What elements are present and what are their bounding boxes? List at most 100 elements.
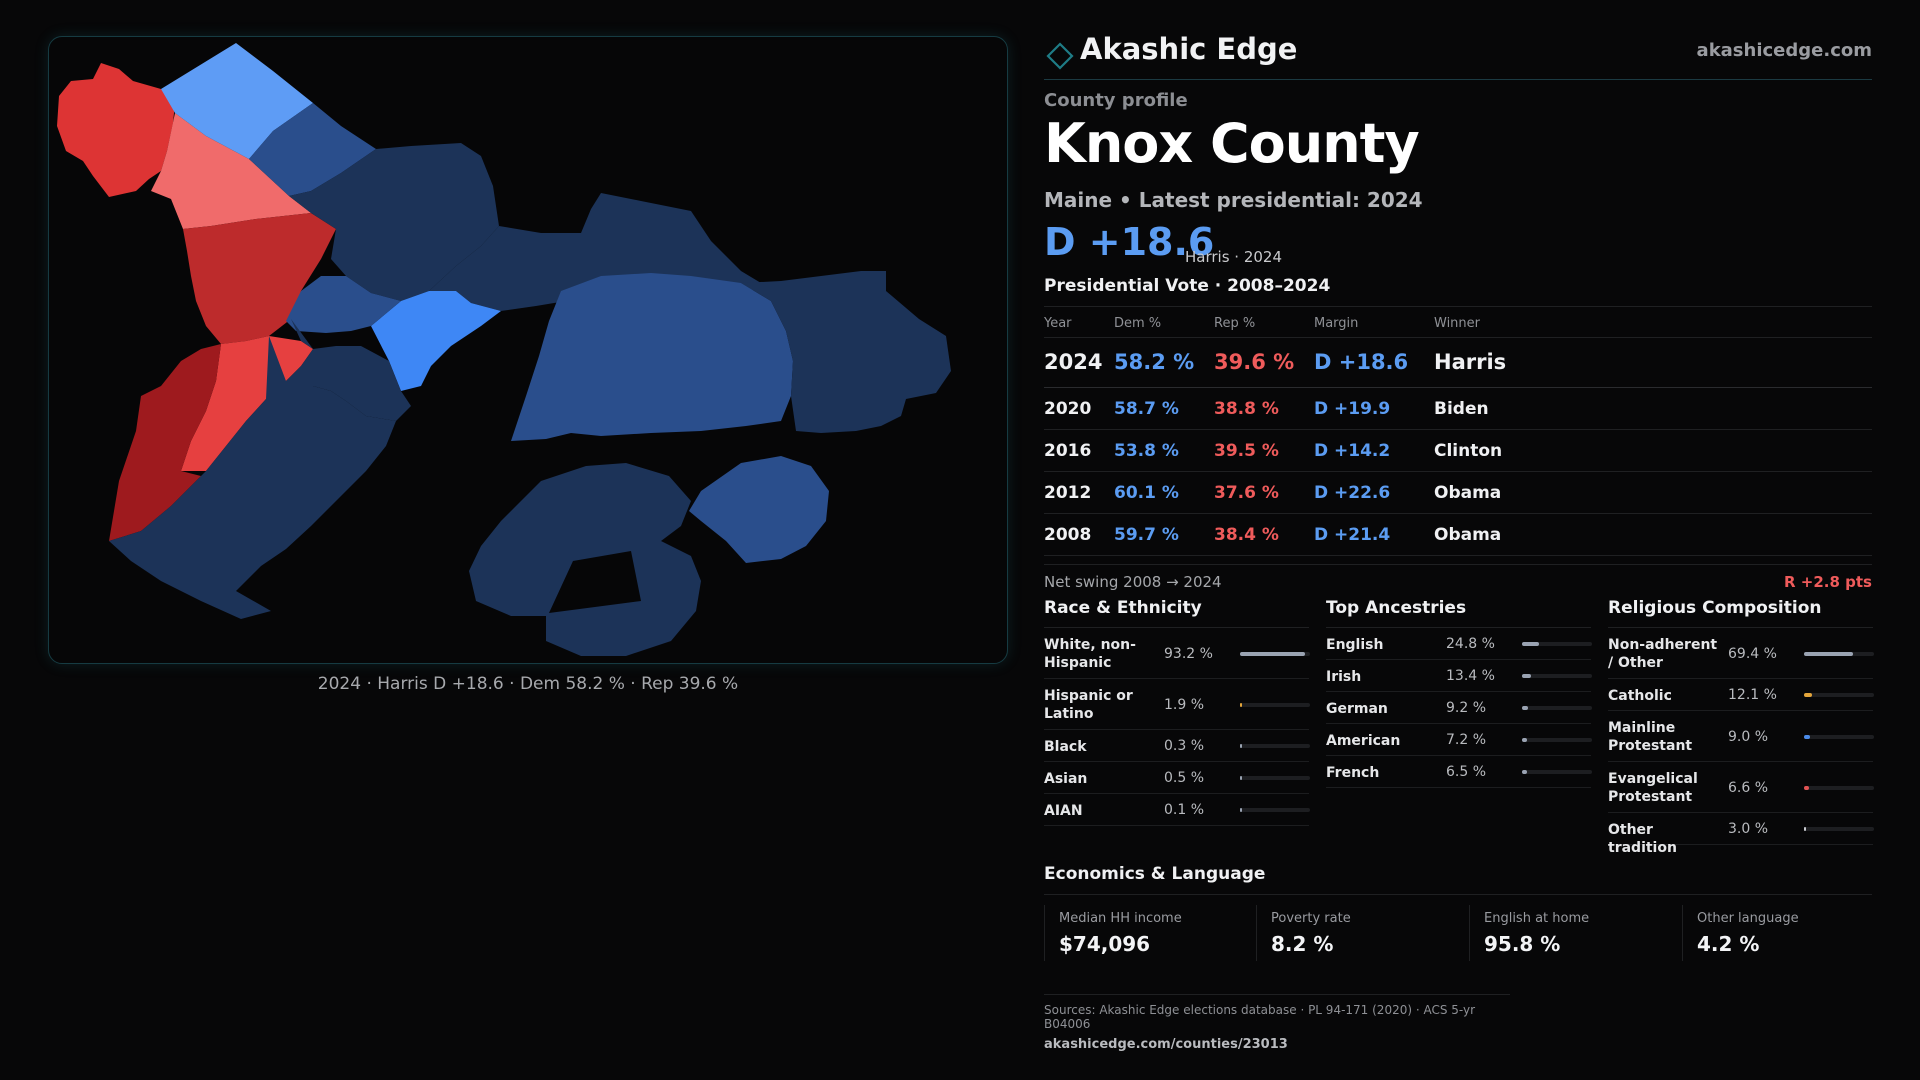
- map-region-island-east[interactable]: [689, 456, 829, 563]
- row-rep: 39.5 %: [1214, 441, 1279, 461]
- table-row: 2024 58.2 % 39.6 % D +18.6 Harris: [1044, 338, 1872, 388]
- econ-value: 8.2 %: [1271, 932, 1334, 956]
- ancestry-label: French: [1326, 765, 1380, 781]
- econ-label: Median HH income: [1059, 911, 1182, 926]
- list-item: German 9.2 %: [1326, 692, 1592, 724]
- table-row: 2016 53.8 % 39.5 % D +14.2 Clinton: [1044, 430, 1872, 472]
- race-value: 93.2 %: [1164, 646, 1213, 662]
- religion-label: Non-adherent / Other: [1608, 637, 1718, 671]
- ancestry-bar-fill: [1522, 770, 1527, 774]
- row-margin: D +18.6: [1314, 350, 1409, 374]
- ancestry-bar: [1522, 770, 1592, 774]
- header-dem: Dem %: [1114, 316, 1162, 331]
- table-row: 2012 60.1 % 37.6 % D +22.6 Obama: [1044, 472, 1872, 514]
- vote-section-title: Presidential Vote · 2008–2024: [1044, 276, 1331, 296]
- map-region-south-peninsula[interactable]: [109, 336, 396, 619]
- list-item: Hispanic or Latino 1.9 %: [1044, 679, 1310, 730]
- brand-url-link[interactable]: akashicedge.com: [1696, 40, 1872, 61]
- county-profile-panel: Akashic Edge akashicedge.com County prof…: [1044, 30, 1874, 1070]
- religion-bar-fill: [1804, 735, 1811, 739]
- row-rep: 38.8 %: [1214, 399, 1279, 419]
- map-region-east-large-blue[interactable]: [511, 273, 793, 441]
- economics-section-title: Economics & Language: [1044, 864, 1266, 884]
- religion-label: Catholic: [1608, 688, 1672, 704]
- list-item: Asian 0.5 %: [1044, 762, 1310, 794]
- sources-text: Sources: Akashic Edge elections database…: [1044, 1003, 1476, 1031]
- religion-bar: [1804, 786, 1874, 790]
- list-item: French 6.5 %: [1326, 756, 1592, 788]
- profile-eyebrow: County profile: [1044, 90, 1188, 111]
- row-winner: Obama: [1434, 483, 1502, 503]
- row-dem: 60.1 %: [1114, 483, 1179, 503]
- map-region-island-west[interactable]: [469, 463, 701, 656]
- ancestry-bar: [1522, 674, 1592, 678]
- religion-bar-fill: [1804, 652, 1853, 656]
- ancestry-label: German: [1326, 701, 1388, 717]
- ancestry-bar-fill: [1522, 642, 1540, 646]
- ancestry-bar: [1522, 642, 1592, 646]
- race-bar-fill: [1240, 744, 1242, 748]
- table-row: 2008 59.7 % 38.4 % D +21.4 Obama: [1044, 514, 1872, 556]
- map-region-nw-red[interactable]: [57, 63, 175, 197]
- ancestry-bar: [1522, 738, 1592, 742]
- econ-cell: Other language 4.2 %: [1682, 905, 1872, 961]
- religion-bar: [1804, 827, 1874, 831]
- religion-bar-fill: [1804, 827, 1807, 831]
- map-region-northeast-navy[interactable]: [289, 143, 499, 301]
- religion-value: 69.4 %: [1728, 646, 1777, 662]
- religion-bar: [1804, 652, 1874, 656]
- county-map[interactable]: [48, 36, 1008, 664]
- list-item: American 7.2 %: [1326, 724, 1592, 756]
- map-region-center-navy[interactable]: [291, 319, 411, 421]
- ancestry-bar-fill: [1522, 738, 1528, 742]
- ancestry-bar-fill: [1522, 706, 1529, 710]
- ancestry-bar: [1522, 706, 1592, 710]
- econ-value: $74,096: [1059, 932, 1151, 956]
- race-bar: [1240, 744, 1310, 748]
- race-bar-fill: [1240, 808, 1242, 812]
- county-permalink[interactable]: akashicedge.com/counties/23013: [1044, 1037, 1288, 1052]
- row-dem: 59.7 %: [1114, 525, 1179, 545]
- list-item: English 24.8 %: [1326, 628, 1592, 660]
- town-choropleth: [57, 43, 951, 656]
- race-value: 0.5 %: [1164, 770, 1205, 786]
- map-region-far-east-navy[interactable]: [741, 271, 951, 433]
- religion-value: 6.6 %: [1728, 780, 1769, 796]
- header-rep: Rep %: [1214, 316, 1256, 331]
- ancestry-bar-fill: [1522, 674, 1532, 678]
- map-region-center-mid-blue[interactable]: [286, 276, 401, 333]
- row-year: 2008: [1044, 525, 1092, 545]
- race-label: White, non-Hispanic: [1044, 637, 1136, 671]
- religion-bar-fill: [1804, 786, 1809, 790]
- ancestry-value: 24.8 %: [1446, 636, 1495, 652]
- headline-margin-note: Harris · 2024: [1185, 248, 1283, 266]
- economics-row: Median HH income $74,096 Poverty rate 8.…: [1044, 894, 1872, 970]
- map-region-southwest-red[interactable]: [109, 344, 221, 541]
- list-item: Mainline Protestant 9.0 %: [1608, 711, 1874, 762]
- map-region-north-sky[interactable]: [161, 43, 313, 159]
- net-swing-value: R +2.8 pts: [1784, 573, 1872, 591]
- map-region-north-pale-red[interactable]: [151, 113, 311, 229]
- religion-section: Religious Composition Non-adherent / Oth…: [1608, 598, 1874, 856]
- map-region-central-bright-blue[interactable]: [371, 291, 501, 391]
- religion-section-title: Religious Composition: [1608, 598, 1873, 628]
- row-year: 2012: [1044, 483, 1092, 503]
- econ-cell: English at home 95.8 %: [1469, 905, 1681, 961]
- sources-footer: Sources: Akashic Edge elections database…: [1044, 994, 1510, 1052]
- ancestry-section-title: Top Ancestries: [1326, 598, 1591, 628]
- race-ethnicity-section: Race & Ethnicity White, non-Hispanic 93.…: [1044, 598, 1310, 826]
- row-margin: D +22.6: [1314, 483, 1391, 503]
- map-region-north-mid-blue[interactable]: [249, 103, 376, 196]
- ancestry-value: 13.4 %: [1446, 668, 1495, 684]
- econ-cell: Median HH income $74,096: [1044, 905, 1256, 961]
- profile-subtitle: Maine • Latest presidential: 2024: [1044, 188, 1423, 212]
- list-item: Other tradition 3.0 %: [1608, 813, 1874, 856]
- ancestry-value: 9.2 %: [1446, 700, 1487, 716]
- ancestries-section: Top Ancestries English 24.8 % Irish 13.4…: [1326, 598, 1592, 788]
- religion-bar-fill: [1804, 693, 1813, 697]
- brand-name: Akashic Edge: [1080, 32, 1298, 66]
- headline-margin: D +18.6: [1044, 220, 1215, 264]
- row-winner: Biden: [1434, 399, 1489, 419]
- net-swing-row: Net swing 2008 → 2024 R +2.8 pts: [1044, 564, 1872, 594]
- map-region-central-red[interactable]: [183, 213, 336, 344]
